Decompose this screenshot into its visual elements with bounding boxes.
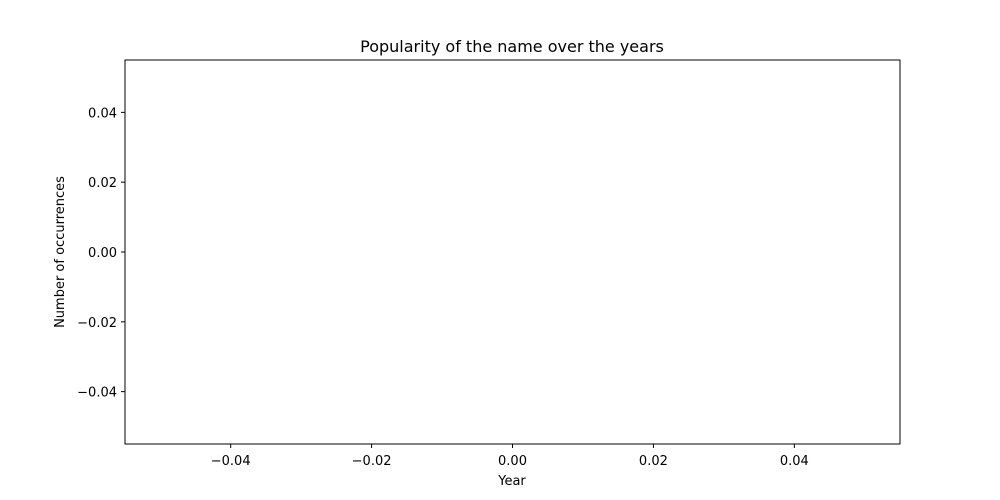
x-axis: −0.04 −0.02 0.00 0.02 0.04 bbox=[211, 444, 809, 469]
chart-title: Popularity of the name over the years bbox=[360, 37, 664, 56]
y-axis-label: Number of occurrences bbox=[53, 176, 68, 328]
x-axis-label: Year bbox=[497, 474, 526, 489]
y-axis: −0.04 −0.02 0.00 0.02 0.04 bbox=[77, 106, 125, 401]
x-tick-label: 0.04 bbox=[780, 454, 809, 469]
y-tick-label: 0.04 bbox=[88, 106, 117, 121]
x-tick-label: 0.02 bbox=[639, 454, 668, 469]
x-tick-label: −0.02 bbox=[352, 454, 392, 469]
y-tick-label: 0.00 bbox=[88, 246, 117, 261]
plot-area bbox=[124, 59, 901, 445]
y-tick-label: 0.02 bbox=[88, 176, 117, 191]
y-tick-label: −0.04 bbox=[77, 386, 117, 401]
x-tick-label: −0.04 bbox=[211, 454, 251, 469]
x-tick-label: 0.00 bbox=[498, 454, 527, 469]
y-tick-label: −0.02 bbox=[77, 316, 117, 331]
